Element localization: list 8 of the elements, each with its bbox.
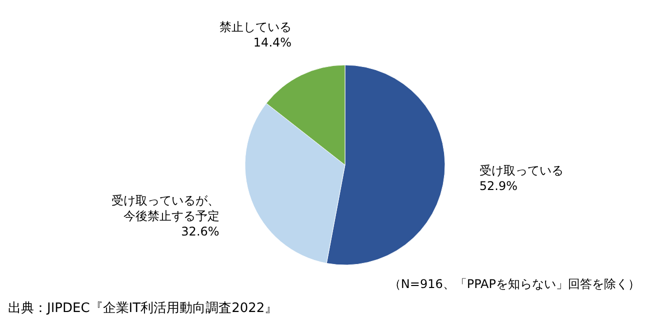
- slice-label: 受け取っているが、今後禁止する予定: [111, 193, 220, 224]
- text: （N=916、「PPAPを知らない」回答を除く）: [388, 277, 640, 291]
- slice-label: 禁止している: [220, 20, 292, 34]
- data-label: 14.4%: [253, 35, 292, 50]
- slice-label: 受け取っている: [479, 164, 564, 178]
- data-label: 32.6%: [181, 224, 220, 239]
- data-label: 52.9%: [479, 179, 518, 194]
- source-note: 出典：JIPDEC『企業IT利活用動向調査2022』: [8, 301, 278, 316]
